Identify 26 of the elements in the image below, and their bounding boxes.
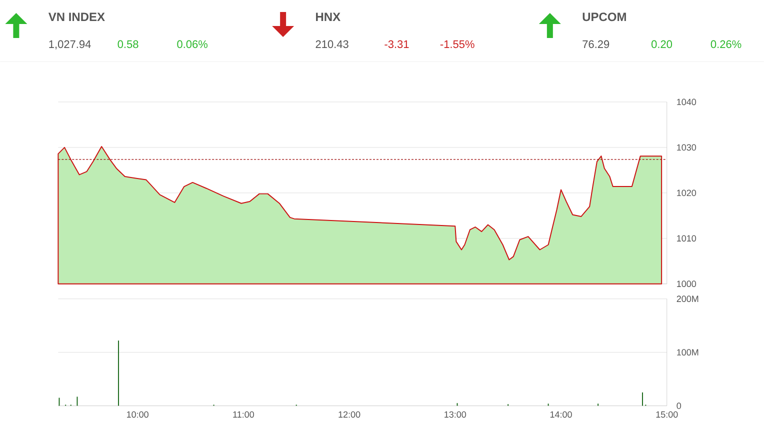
y-tick-label: 1030 <box>677 144 696 151</box>
category-label: VN INDEX <box>48 12 105 22</box>
x-tick-label: 11:00 <box>233 411 254 418</box>
data-label: -3.31 <box>384 40 409 48</box>
x-tick-label: 14:00 <box>550 411 572 418</box>
y-tick-label: 100M <box>677 349 698 356</box>
x-tick-label: 13:00 <box>444 411 466 418</box>
data-label: -1.55% <box>440 40 474 48</box>
y-tick-label: 0 <box>676 402 682 410</box>
x-tick-label: 10:00 <box>127 411 148 418</box>
data-label: 0.20 <box>651 40 672 48</box>
x-tick-label: 15:00 <box>656 411 678 418</box>
data-label: 0.06% <box>177 40 208 48</box>
y-tick-label: 200M <box>676 296 698 302</box>
category-label: UPCOM <box>582 12 626 22</box>
data-label: 210.43 <box>316 40 348 48</box>
y-tick-label: 1000 <box>677 280 696 288</box>
data-label: 0.58 <box>118 40 138 48</box>
x-tick-label: 12:00 <box>338 411 360 418</box>
y-tick-label: 1010 <box>677 235 696 242</box>
data-label: 1,027.94 <box>49 40 91 50</box>
data-label: 0.26% <box>710 40 742 48</box>
y-tick-label: 1020 <box>677 190 696 196</box>
data-label: 76.29 <box>582 40 610 48</box>
y-tick-label: 1040 <box>677 98 696 106</box>
category-label: HNX <box>316 12 340 22</box>
